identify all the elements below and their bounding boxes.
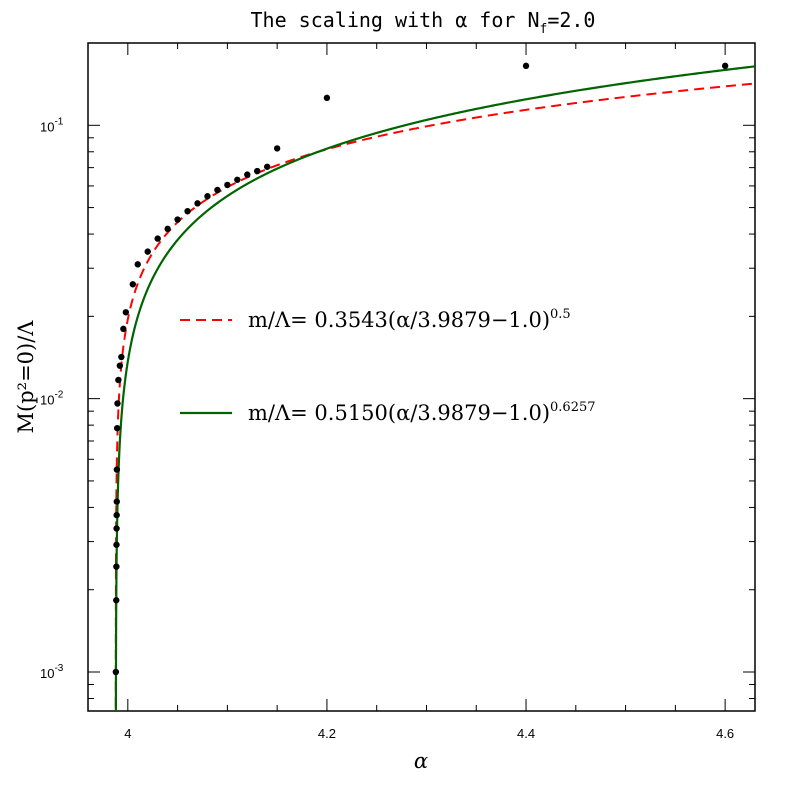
data-point <box>214 186 221 194</box>
data-point <box>522 62 530 70</box>
data-point <box>721 62 729 70</box>
data-point <box>244 171 251 178</box>
data-point <box>154 235 161 242</box>
data-point <box>164 225 171 233</box>
data-point <box>184 207 191 215</box>
x-tick-label: 4.6 <box>716 726 734 741</box>
data-point <box>113 541 120 548</box>
data-point <box>122 309 130 316</box>
data-point <box>254 167 261 175</box>
data-point <box>224 181 231 189</box>
data-point <box>114 400 121 407</box>
data-point <box>144 248 151 255</box>
data-point <box>116 362 124 369</box>
x-tick-label: 4.4 <box>517 726 535 741</box>
y-tick-labels: 10-3 10-2 10-1 <box>40 116 64 681</box>
plot-frame <box>87 42 756 712</box>
data-point <box>234 176 241 183</box>
data-point <box>204 193 211 200</box>
series-fit-green-solid <box>114 65 755 711</box>
axis-ticks <box>88 42 755 711</box>
x-tick-label: 4 <box>124 726 131 741</box>
chart-title: The scaling with α for Nf=2.0 <box>251 8 596 37</box>
data-point <box>115 376 122 384</box>
data-point <box>129 281 136 288</box>
data-point <box>113 466 121 473</box>
data-point <box>118 353 125 361</box>
data-point <box>113 563 120 570</box>
data-point <box>113 511 120 519</box>
legend: m/Λ= 0.3543(α/3.9879−1.0)0.5 m/Λ= 0.5150… <box>180 307 596 425</box>
data-point <box>113 424 121 432</box>
y-tick-label: 10-2 <box>40 390 64 408</box>
data-point <box>113 597 120 604</box>
series-data-points <box>112 62 729 676</box>
data-point <box>273 145 281 152</box>
y-axis-label: M(p²=0)/Λ <box>14 320 38 434</box>
data-point <box>134 261 141 268</box>
data-point <box>120 325 127 333</box>
data-point <box>323 94 331 102</box>
x-tick-label: 4.2 <box>318 726 336 741</box>
data-point <box>174 216 181 223</box>
x-tick-labels: 4 4.2 4.4 4.6 <box>124 726 734 741</box>
y-tick-label: 10-3 <box>40 663 64 681</box>
data-point <box>113 525 120 532</box>
data-point <box>263 163 271 170</box>
legend-label-green: m/Λ= 0.5150(α/3.9879−1.0)0.6257 <box>248 400 596 425</box>
y-tick-label: 10-1 <box>40 116 64 134</box>
x-axis-label: α <box>414 749 428 773</box>
data-point <box>112 668 120 676</box>
data-point <box>194 200 201 207</box>
legend-label-red: m/Λ= 0.3543(α/3.9879−1.0)0.5 <box>248 307 571 332</box>
data-point <box>113 498 120 505</box>
